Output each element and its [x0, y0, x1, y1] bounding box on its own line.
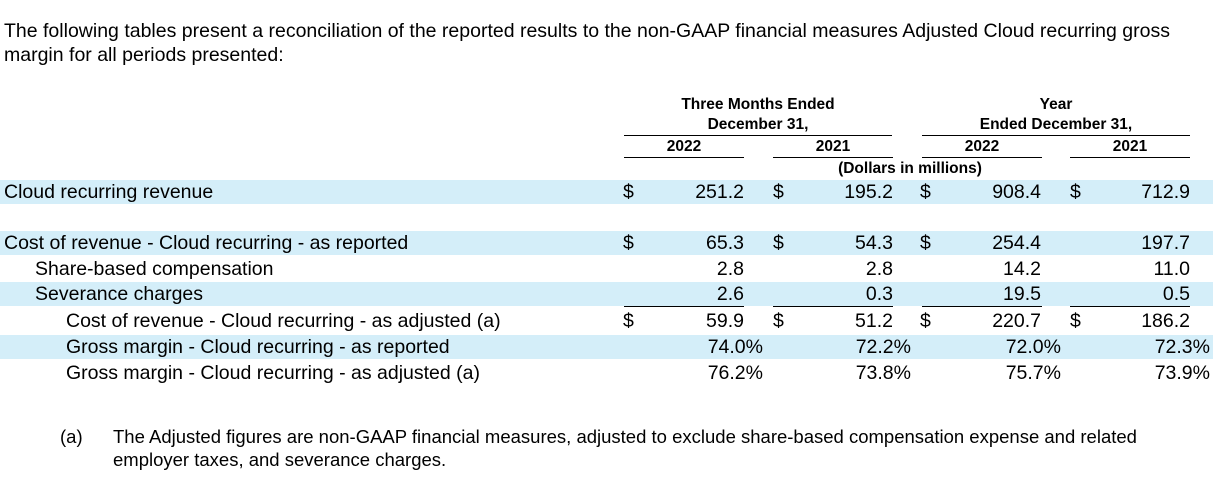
cell-value: 72.3% [1154, 336, 1210, 358]
subtotal-underline-1 [624, 306, 744, 307]
cell-value: 712.9 [1141, 181, 1190, 203]
header-year-line1: Year [1039, 96, 1073, 113]
year-underline-2 [773, 157, 893, 158]
cell-value: 2.8 [865, 258, 893, 280]
cell-value: 220.7 [992, 310, 1041, 332]
cell-value: 0.3 [865, 283, 893, 305]
header-col-2022-year: 2022 [964, 138, 1000, 155]
header-three-months-line1: Three Months Ended [681, 96, 835, 113]
table-row: Severance charges 2.6 0.3 19.5 0.5 [0, 282, 1213, 306]
cell-value: 65.3 [706, 232, 744, 254]
currency-symbol: $ [920, 181, 931, 203]
currency-symbol: $ [623, 232, 634, 254]
cell-value: 51.2 [855, 310, 893, 332]
header-year-underline [922, 135, 1190, 136]
currency-symbol: $ [1070, 310, 1081, 332]
cell-value: 2.8 [716, 258, 744, 280]
header-col-2021-year: 2021 [1112, 138, 1148, 155]
cell-value: 75.7% [1005, 362, 1061, 384]
table-row: Gross margin - Cloud recurring - as adju… [0, 361, 1213, 385]
units-caption: (Dollars in millions) [838, 160, 982, 177]
cell-value: 251.2 [695, 181, 744, 203]
row-label: Cloud recurring revenue [4, 181, 214, 203]
table-row: Gross margin - Cloud recurring - as repo… [0, 335, 1213, 359]
table-row: Cloud recurring revenue $ 251.2 $ 195.2 … [0, 180, 1213, 204]
header-col-2021-three-months: 2021 [815, 138, 851, 155]
year-underline-4 [1070, 157, 1190, 158]
row-label: Gross margin - Cloud recurring - as repo… [66, 336, 450, 358]
cell-value: 2.6 [716, 283, 744, 305]
year-underline-3 [922, 157, 1042, 158]
subtotal-underline-2 [773, 306, 893, 307]
currency-symbol: $ [623, 310, 634, 332]
year-underline-1 [624, 157, 744, 158]
row-label: Share-based compensation [35, 258, 274, 280]
table-row: Share-based compensation 2.8 2.8 14.2 11… [0, 257, 1213, 281]
currency-symbol: $ [1070, 181, 1081, 203]
currency-symbol: $ [773, 181, 784, 203]
subtotal-underline-4 [1070, 306, 1190, 307]
cell-value: 59.9 [706, 310, 744, 332]
header-three-months-underline [624, 135, 892, 136]
cell-value: 11.0 [1153, 258, 1190, 280]
cell-value: 19.5 [1003, 283, 1041, 305]
cell-value: 14.2 [1003, 258, 1041, 280]
header-col-2022-three-months: 2022 [666, 138, 702, 155]
header-three-months-line2: December 31, [707, 116, 809, 133]
currency-symbol: $ [623, 181, 634, 203]
footnote-text: The Adjusted figures are non-GAAP financ… [113, 426, 1137, 470]
cell-value: 254.4 [992, 232, 1041, 254]
cell-value: 73.9% [1154, 362, 1210, 384]
cell-value: 72.0% [1005, 336, 1061, 358]
footnote-marker: (a) [60, 426, 83, 447]
row-label: Severance charges [35, 283, 204, 305]
cell-value: 73.8% [855, 362, 911, 384]
currency-symbol: $ [920, 310, 931, 332]
cell-value: 908.4 [992, 181, 1041, 203]
cell-value: 197.7 [1141, 232, 1190, 254]
cell-value: 72.2% [855, 336, 911, 358]
currency-symbol: $ [773, 310, 784, 332]
row-label: Gross margin - Cloud recurring - as adju… [66, 362, 480, 384]
cell-value: 74.0% [707, 336, 763, 358]
table-row: Cost of revenue - Cloud recurring - as r… [0, 231, 1213, 255]
intro-paragraph: The following tables present a reconcili… [4, 20, 1170, 66]
subtotal-underline-3 [922, 306, 1042, 307]
cell-value: 195.2 [844, 181, 893, 203]
cell-value: 54.3 [855, 232, 893, 254]
currency-symbol: $ [920, 232, 931, 254]
row-label: Cost of revenue - Cloud recurring - as r… [4, 232, 409, 254]
row-label: Cost of revenue - Cloud recurring - as a… [66, 310, 501, 332]
cell-value: 0.5 [1162, 283, 1190, 305]
cell-value: 186.2 [1141, 310, 1190, 332]
currency-symbol: $ [773, 232, 784, 254]
table-row: Cost of revenue - Cloud recurring - as a… [0, 309, 1213, 333]
header-year-line2: Ended December 31, [979, 116, 1133, 133]
cell-value: 76.2% [707, 362, 763, 384]
